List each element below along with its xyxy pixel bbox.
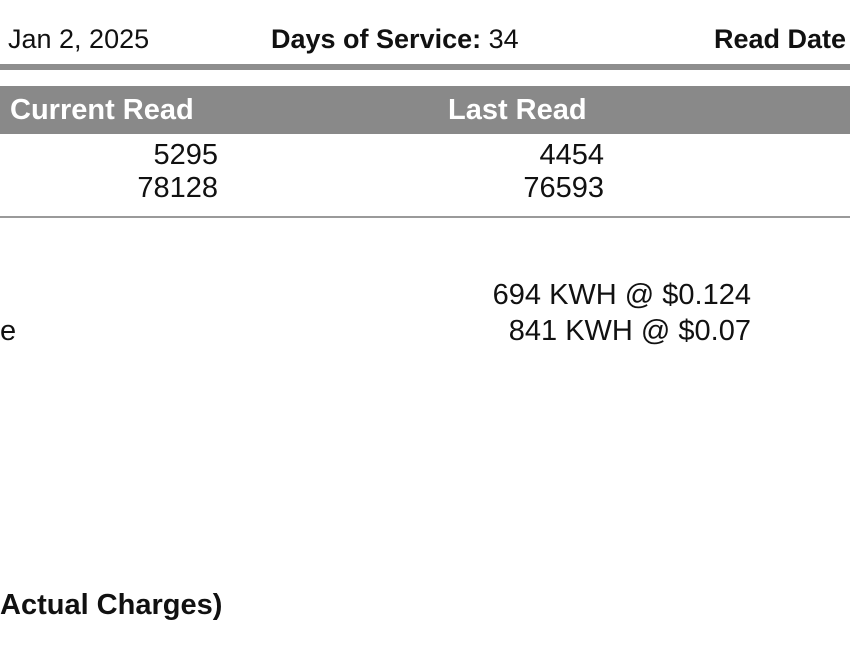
charges-heading: Actual Charges) bbox=[0, 589, 223, 621]
last-read-cell: 76593 bbox=[523, 172, 604, 204]
days-of-service-value: 34 bbox=[488, 24, 519, 54]
usage-line: 841 KWH @ $0.07 bbox=[508, 315, 751, 347]
column-header-current-read: Current Read bbox=[10, 94, 194, 126]
meter-table-header: Current Read Last Read bbox=[0, 86, 850, 134]
last-read-cell: 4454 bbox=[539, 139, 604, 171]
usage-line: 694 KWH @ $0.124 bbox=[492, 279, 751, 311]
current-read-cell: 78128 bbox=[137, 172, 218, 204]
days-of-service-label: Days of Service: bbox=[271, 24, 482, 54]
usage-row-label-fragment: e bbox=[0, 315, 17, 347]
read-date-label: Read Date bbox=[714, 24, 847, 54]
current-read-cell: 5295 bbox=[153, 139, 218, 171]
table-bottom-divider bbox=[0, 216, 850, 218]
header-divider bbox=[0, 64, 850, 70]
days-of-service: Days of Service: 34 bbox=[271, 22, 519, 56]
column-header-last-read: Last Read bbox=[448, 94, 587, 126]
bill-date: Jan 2, 2025 bbox=[8, 24, 150, 54]
